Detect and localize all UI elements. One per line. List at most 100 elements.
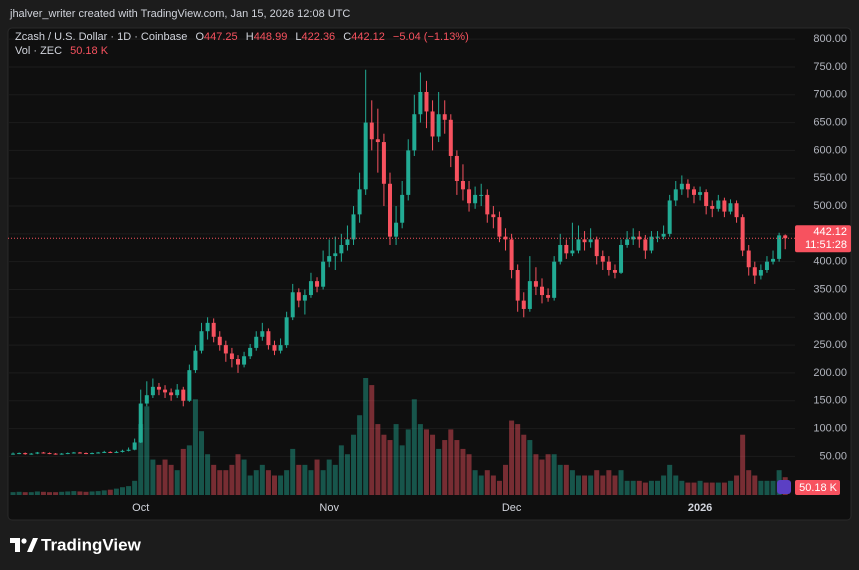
ohlc-value: 448.99 — [253, 31, 288, 43]
volume-bar — [636, 480, 642, 495]
volume-bar — [381, 434, 387, 495]
candle-body — [698, 192, 703, 195]
candle-body — [181, 389, 186, 401]
candle-body — [17, 453, 22, 455]
ohlc-letter: O — [195, 31, 205, 43]
candle-body — [740, 217, 745, 251]
candle-body — [290, 292, 295, 318]
volume-bar — [65, 491, 71, 495]
volume-bar — [284, 470, 290, 495]
candle-body — [102, 451, 107, 453]
volume-bar — [192, 399, 198, 495]
candle-body — [564, 244, 569, 254]
candle-body — [108, 451, 113, 453]
volume-bar — [119, 487, 125, 495]
volume-bar — [138, 424, 144, 495]
candle-body — [467, 189, 472, 204]
volume-bar — [697, 480, 703, 495]
volume-legend: Vol · ZEC 50.18 K — [15, 45, 108, 57]
candle-body — [126, 449, 131, 451]
volume-bar — [10, 492, 16, 495]
volume-bar — [436, 448, 442, 495]
candle-body — [509, 239, 514, 271]
candle-body — [503, 236, 508, 240]
volume-bar — [235, 454, 241, 495]
candle-body — [302, 295, 307, 301]
y-tick-label: 350.00 — [813, 283, 847, 295]
volume-bar — [174, 470, 180, 495]
volume-bar — [575, 475, 581, 495]
candle-body — [448, 119, 453, 156]
y-tick-label: 250.00 — [813, 339, 847, 351]
chart-panel — [7, 27, 852, 521]
volume-bar — [545, 454, 551, 495]
ohlc-value: 447.25 — [204, 31, 238, 43]
volume-bar — [95, 491, 101, 495]
candle-body — [716, 200, 721, 209]
x-tick-label: Dec — [502, 502, 522, 514]
volume-bar — [563, 464, 569, 495]
volume-bar — [740, 434, 746, 495]
candle-body — [308, 281, 313, 296]
volume-bar — [727, 480, 733, 495]
volume-bar — [332, 464, 338, 495]
price-tag — [795, 225, 851, 253]
candle-body — [120, 450, 125, 452]
volume-bar — [612, 475, 618, 495]
volume-bar — [691, 482, 697, 495]
change: −5.04 (−1.13%) — [392, 31, 469, 43]
candle-body — [637, 236, 642, 240]
candles — [11, 69, 788, 455]
candle-body — [515, 270, 520, 301]
candle-body — [546, 295, 551, 298]
brand: TradingView — [41, 535, 142, 554]
ohlc-letter: L — [295, 31, 302, 43]
volume-bar — [569, 470, 575, 495]
candle-body — [491, 214, 496, 218]
volume-bar — [150, 459, 156, 495]
x-tick-label: Nov — [319, 502, 339, 514]
candle-body — [187, 370, 192, 401]
candle-body — [685, 183, 690, 190]
volume-bar — [503, 464, 509, 495]
volume-bar — [156, 464, 162, 495]
candle-body — [485, 194, 490, 215]
volume-bar — [22, 492, 28, 495]
volume-bar — [423, 429, 429, 495]
candle-body — [229, 353, 234, 360]
ohlc-letter: H — [245, 31, 254, 43]
volume-bar — [16, 491, 22, 495]
volume-bar — [734, 475, 740, 495]
candle-body — [667, 200, 672, 234]
candle-body — [728, 203, 733, 212]
volume-bar — [770, 480, 776, 495]
y-tick-label: 750.00 — [813, 61, 847, 73]
candle-body — [527, 281, 532, 309]
candle-body — [764, 261, 769, 271]
candle-body — [96, 452, 101, 454]
candle-body — [430, 111, 435, 137]
volume-tag-label: 50.18 K — [799, 482, 838, 494]
candle-body — [278, 345, 283, 351]
candle-body — [169, 392, 174, 396]
candle-body — [704, 192, 709, 207]
candle-body — [752, 267, 757, 276]
candle-body — [758, 270, 763, 276]
volume-bar — [199, 431, 205, 495]
volume-bar — [180, 448, 186, 495]
candle-body — [345, 239, 350, 245]
candle-body — [588, 239, 593, 243]
candle-body — [400, 194, 405, 223]
candle-body — [412, 114, 417, 151]
volume-bar — [308, 470, 314, 495]
candle-body — [156, 386, 161, 390]
candle-body — [375, 139, 380, 143]
volume-bar — [454, 440, 460, 495]
volume-bar — [162, 459, 168, 495]
candle-body — [479, 194, 484, 196]
candle-body — [138, 403, 143, 443]
y-tick-label: 550.00 — [813, 172, 847, 184]
volume-bar — [582, 475, 588, 495]
symbol-title: Zcash / U.S. Dollar · 1D · Coinbase — [15, 31, 188, 43]
